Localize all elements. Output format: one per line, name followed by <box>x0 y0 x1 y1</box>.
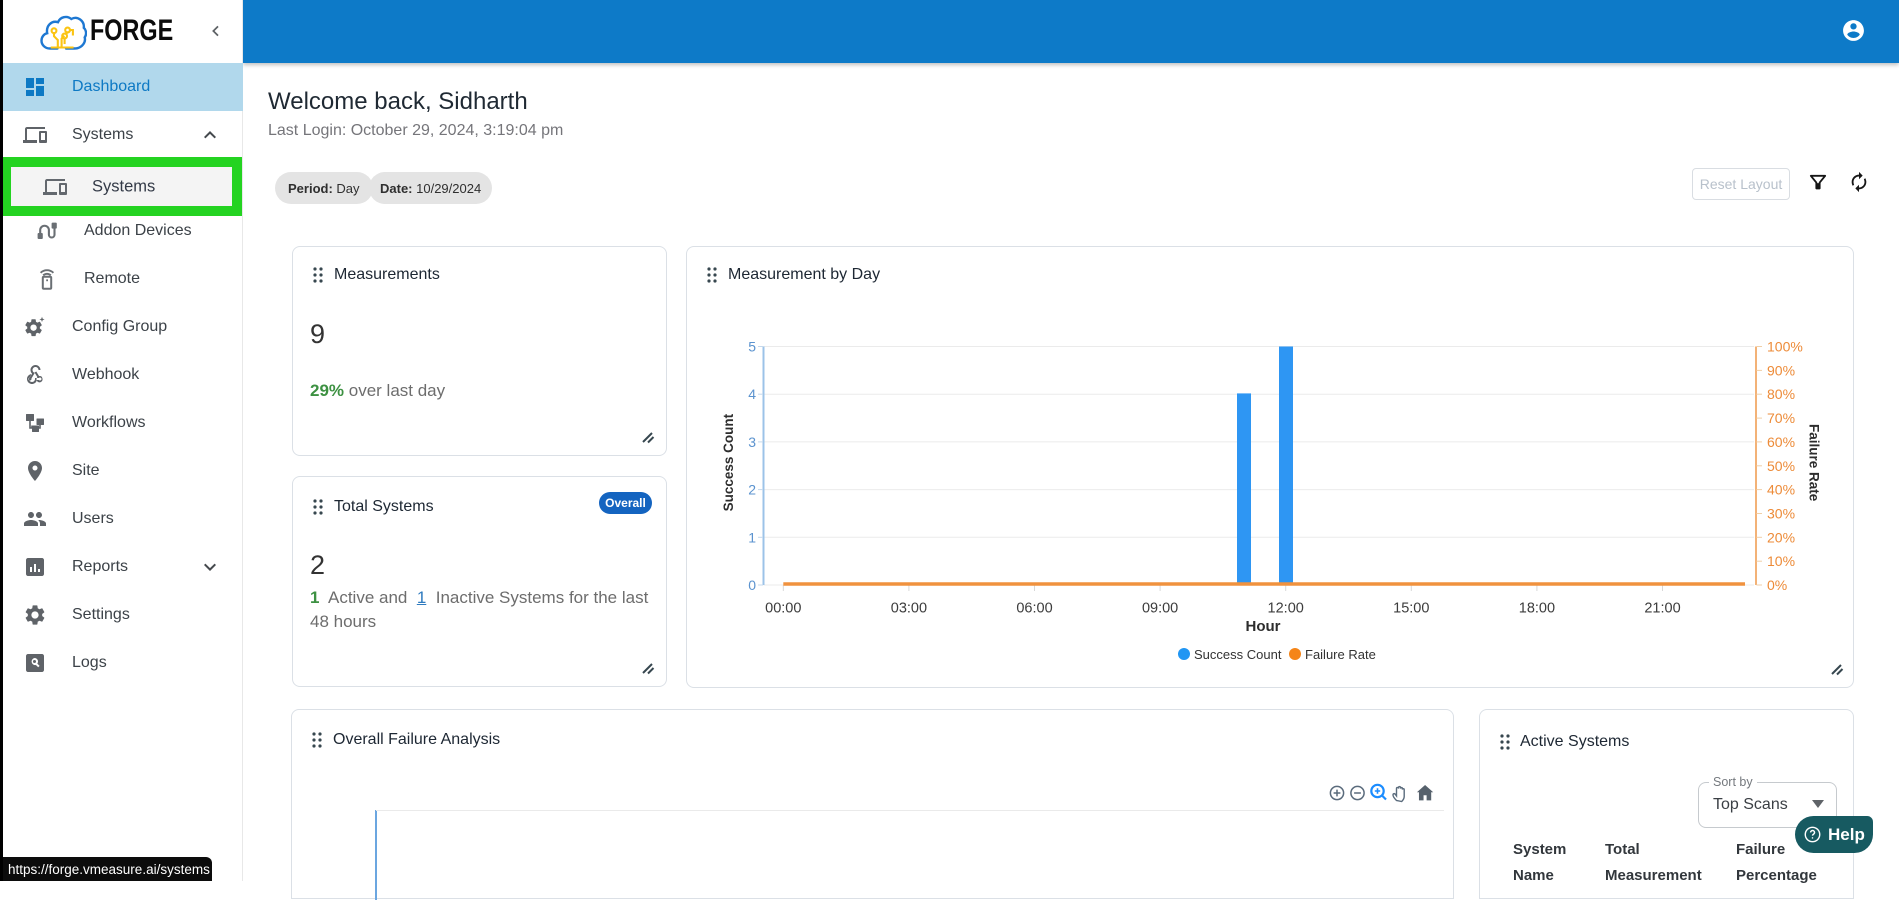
svg-text:0: 0 <box>748 577 756 593</box>
svg-text:50%: 50% <box>1767 458 1795 474</box>
svg-text:00:00: 00:00 <box>765 601 801 617</box>
svg-text:10%: 10% <box>1767 553 1795 569</box>
svg-text:0%: 0% <box>1767 577 1787 593</box>
svg-text:21:00: 21:00 <box>1644 601 1680 617</box>
svg-text:06:00: 06:00 <box>1016 601 1052 617</box>
svg-text:18:00: 18:00 <box>1519 601 1555 617</box>
svg-text:Success Count: Success Count <box>1194 647 1282 662</box>
svg-text:1: 1 <box>748 529 756 545</box>
svg-text:2: 2 <box>748 482 756 498</box>
svg-text:09:00: 09:00 <box>1142 601 1178 617</box>
svg-text:5: 5 <box>748 339 756 355</box>
svg-text:Failure Rate: Failure Rate <box>1305 647 1376 662</box>
svg-text:30%: 30% <box>1767 506 1795 522</box>
svg-text:70%: 70% <box>1767 410 1795 426</box>
svg-text:4: 4 <box>748 386 756 402</box>
svg-text:90%: 90% <box>1767 362 1795 378</box>
svg-text:80%: 80% <box>1767 386 1795 402</box>
svg-text:3: 3 <box>748 434 756 450</box>
svg-text:60%: 60% <box>1767 434 1795 450</box>
svg-text:20%: 20% <box>1767 529 1795 545</box>
svg-text:100%: 100% <box>1767 339 1803 355</box>
svg-text:Success Count: Success Count <box>721 413 736 511</box>
svg-text:03:00: 03:00 <box>891 601 927 617</box>
svg-text:40%: 40% <box>1767 482 1795 498</box>
svg-text:12:00: 12:00 <box>1268 601 1304 617</box>
svg-text:Hour: Hour <box>1246 618 1281 635</box>
svg-text:15:00: 15:00 <box>1393 601 1429 617</box>
svg-text:Failure Rate: Failure Rate <box>1807 424 1822 502</box>
